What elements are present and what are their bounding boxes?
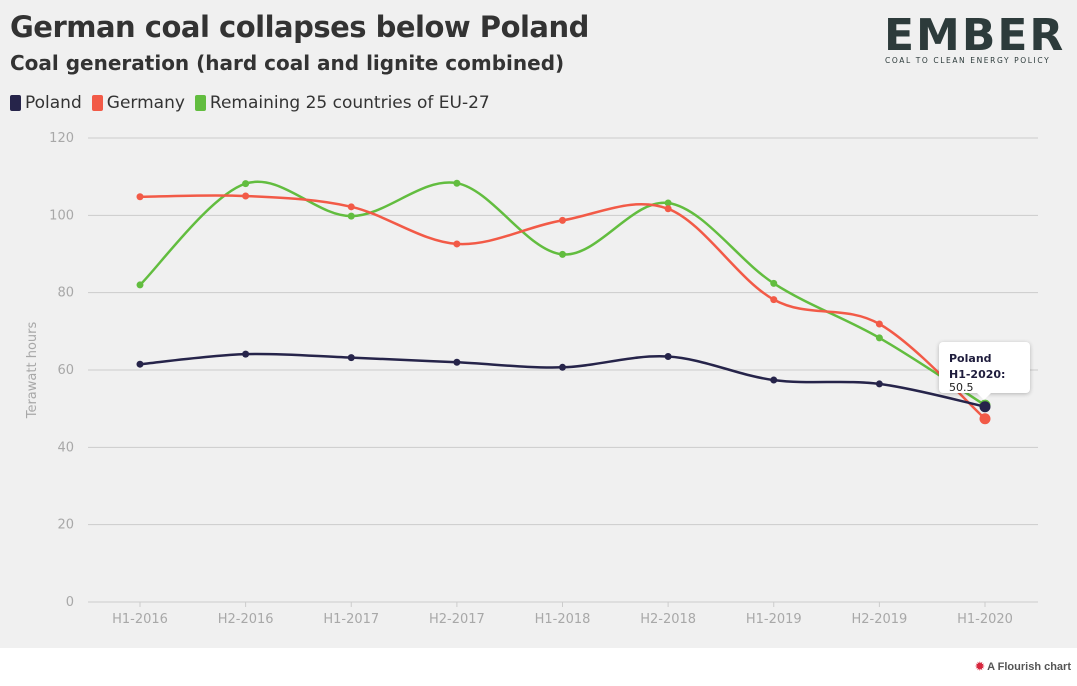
data-point-remaining[interactable]: [242, 180, 250, 188]
tooltip-row: H1-2020: 50.5: [949, 368, 1020, 394]
data-point-poland[interactable]: [136, 360, 144, 368]
ember-logo: EMBER COAL TO CLEAN ENERGY POLICY: [884, 10, 1064, 65]
data-point-remaining[interactable]: [664, 199, 672, 207]
logo-wordmark: EMBER: [884, 10, 1064, 61]
chart-legend: Poland Germany Remaining 25 countries of…: [10, 93, 490, 113]
legend-item-remaining[interactable]: Remaining 25 countries of EU-27: [194, 93, 490, 113]
credit-text: A Flourish chart: [987, 661, 1071, 673]
legend-swatch-remaining: [194, 95, 206, 111]
data-point-germany[interactable]: [664, 205, 672, 213]
data-point-remaining[interactable]: [453, 179, 461, 187]
y-tick-label: 60: [57, 363, 74, 378]
data-point-poland[interactable]: [453, 358, 461, 366]
legend-label-germany: Germany: [106, 93, 185, 113]
series-poland: [136, 350, 991, 413]
series-line-germany[interactable]: [139, 194, 986, 420]
legend-swatch-germany: [91, 95, 103, 111]
data-point-poland[interactable]: [770, 376, 778, 384]
data-point-germany[interactable]: [979, 413, 991, 425]
logo-tagline: COAL TO CLEAN ENERGY POLICY: [885, 56, 1050, 65]
series-remaining: [136, 179, 991, 411]
data-point-poland[interactable]: [875, 380, 883, 388]
chart-subtitle: Coal generation (hard coal and lignite c…: [10, 51, 565, 75]
data-point-germany[interactable]: [875, 320, 883, 328]
x-tick-label: H2-2016: [218, 612, 274, 627]
x-tick-label: H1-2019: [746, 612, 802, 627]
data-point-poland[interactable]: [664, 352, 672, 360]
data-point-remaining[interactable]: [875, 334, 883, 342]
y-tick-label: 100: [49, 208, 74, 223]
series-germany: [136, 192, 991, 425]
legend-label-remaining: Remaining 25 countries of EU-27: [209, 93, 490, 113]
legend-label-poland: Poland: [25, 93, 82, 113]
x-tick-label: H1-2016: [112, 612, 168, 627]
x-tick-label: H1-2020: [957, 612, 1013, 627]
x-axis-ticks: H1-2016 H2-2016 H1-2017 H2-2017 H1-2018 H2-20…: [112, 602, 1013, 627]
series-line-poland[interactable]: [139, 352, 986, 408]
x-tick-label: H2-2017: [429, 612, 485, 627]
data-point-germany[interactable]: [770, 296, 778, 304]
x-tick-label: H1-2017: [323, 612, 379, 627]
data-point-poland[interactable]: [979, 401, 991, 413]
y-tick-label: 80: [57, 286, 74, 301]
data-point-germany[interactable]: [136, 193, 144, 201]
data-point-remaining[interactable]: [136, 281, 144, 289]
data-point-germany[interactable]: [453, 240, 461, 248]
data-point-remaining[interactable]: [559, 250, 566, 258]
flourish-credit[interactable]: ✹ A Flourish chart: [975, 660, 1071, 673]
data-point-poland[interactable]: [347, 354, 355, 362]
x-tick-label: H2-2019: [851, 612, 907, 627]
y-tick-label: 120: [49, 131, 74, 146]
chart-background: [0, 0, 1077, 648]
series-lines: [136, 179, 991, 425]
y-axis-title: Terawatt hours: [25, 322, 40, 420]
tooltip-series-name: Poland: [949, 352, 992, 365]
data-point-remaining[interactable]: [347, 212, 355, 220]
x-tick-label: H2-2018: [640, 612, 696, 627]
flourish-logo-icon: ✹: [975, 661, 985, 673]
y-tick-label: 0: [66, 595, 74, 610]
legend-item-poland[interactable]: Poland: [10, 93, 82, 113]
legend-swatch-poland: [10, 95, 21, 111]
data-point-poland[interactable]: [559, 363, 566, 371]
line-chart: 0 20 40 60 80 100 120 H1-2016 H2-2016 H1-2017 H2-…: [25, 131, 1038, 627]
tooltip-value: 50.5: [949, 381, 974, 394]
legend-item-germany[interactable]: Germany: [91, 93, 185, 113]
y-tick-label: 40: [57, 440, 74, 455]
chart-title: German coal collapses below Poland: [10, 10, 589, 44]
y-axis-ticks: 0 20 40 60 80 100 120: [49, 131, 74, 610]
data-point-germany[interactable]: [559, 216, 566, 224]
data-point-poland[interactable]: [242, 350, 250, 358]
data-point-germany[interactable]: [347, 203, 355, 211]
data-point-remaining[interactable]: [770, 279, 778, 287]
tooltip-category: H1-2020:: [949, 368, 1006, 381]
y-tick-label: 20: [57, 518, 74, 533]
data-tooltip: Poland H1-2020: 50.5: [939, 342, 1030, 400]
x-tick-label: H1-2018: [535, 612, 591, 627]
data-point-germany[interactable]: [242, 192, 250, 200]
